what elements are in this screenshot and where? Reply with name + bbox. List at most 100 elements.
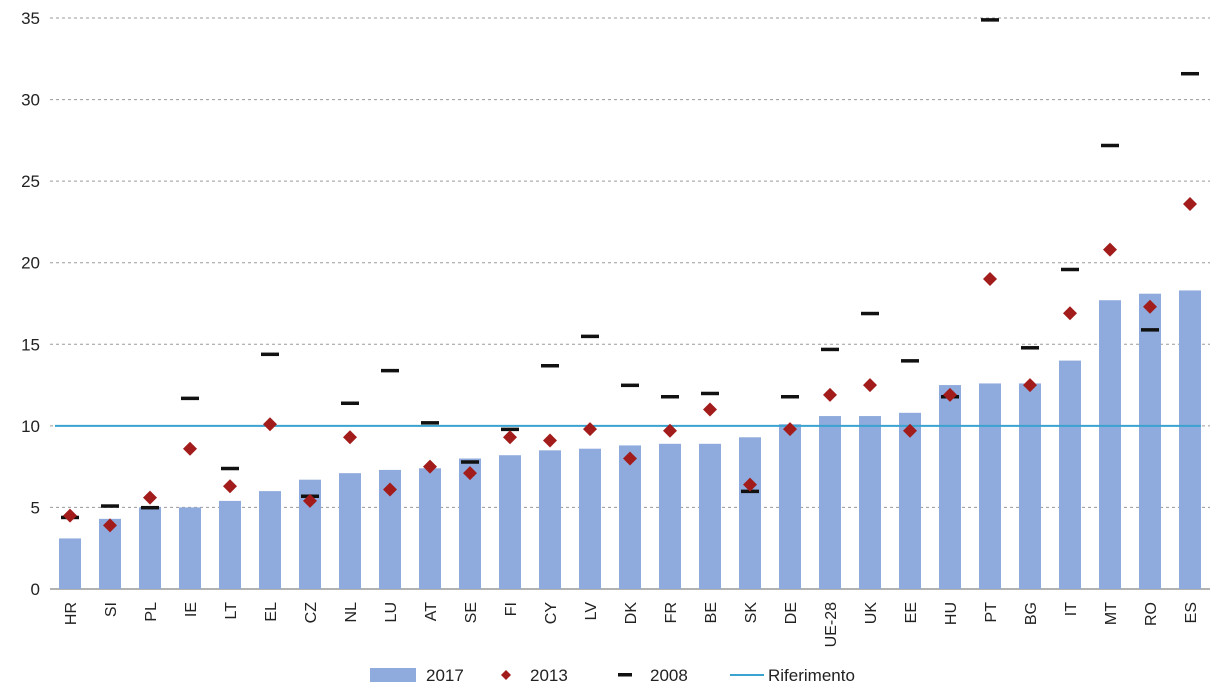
y-tick-label: 30 bbox=[21, 91, 40, 110]
marker-2008-LU bbox=[381, 368, 399, 373]
x-tick-label: HU bbox=[943, 602, 960, 625]
bar-AT bbox=[419, 468, 441, 589]
x-tick-label: BE bbox=[703, 602, 720, 623]
marker-2008-FI bbox=[501, 427, 519, 432]
bar-UE-28 bbox=[819, 416, 841, 589]
bar-IT bbox=[1059, 360, 1081, 589]
bar-PT bbox=[979, 383, 1001, 589]
bar-HU bbox=[939, 385, 961, 589]
marker-2013-BE bbox=[703, 402, 717, 417]
y-tick-label: 15 bbox=[21, 335, 40, 354]
x-tick-label: EE bbox=[903, 602, 920, 623]
x-tick-label: LU bbox=[383, 602, 400, 622]
marker-2008-NL bbox=[341, 401, 359, 406]
y-tick-label: 5 bbox=[31, 498, 40, 517]
marker-2013-IT bbox=[1063, 306, 1077, 321]
marker-2013-HU bbox=[943, 387, 957, 402]
bars-2017 bbox=[59, 290, 1201, 589]
marker-2008-AT bbox=[421, 421, 439, 425]
bar-LT bbox=[219, 500, 241, 589]
x-tick-label: PL bbox=[143, 602, 160, 622]
x-tick-label: EL bbox=[263, 602, 280, 622]
bar-DE bbox=[779, 424, 801, 589]
x-tick-label: ES bbox=[1183, 602, 1200, 623]
marker-2008-PT bbox=[981, 18, 999, 22]
x-tick-label: SI bbox=[103, 602, 120, 617]
marker-2008-SE bbox=[461, 460, 479, 464]
x-tick-label: NL bbox=[343, 602, 360, 623]
bar-SK bbox=[739, 437, 761, 589]
x-tick-label: FR bbox=[663, 602, 680, 623]
bar-DK bbox=[619, 445, 641, 589]
markers-2013 bbox=[63, 196, 1197, 533]
bar-SE bbox=[459, 458, 481, 589]
x-tick-label: LT bbox=[223, 602, 240, 620]
marker-2008-SI bbox=[101, 504, 119, 508]
marker-2008-FR bbox=[661, 394, 679, 399]
bar-LU bbox=[379, 469, 401, 589]
x-tick-label: IT bbox=[1063, 602, 1080, 616]
legend-label-2017: 2017 bbox=[426, 666, 464, 685]
bar-FI bbox=[499, 455, 521, 589]
marker-2013-CY bbox=[543, 433, 557, 448]
bar-CY bbox=[539, 450, 561, 589]
bar-ES bbox=[1179, 290, 1201, 589]
bar-MT bbox=[1099, 300, 1121, 589]
x-tick-label: HR bbox=[63, 602, 80, 625]
legend: 2017 2013 2008 Riferimento bbox=[370, 666, 855, 685]
marker-2013-LV bbox=[583, 422, 597, 437]
x-tick-label: FI bbox=[503, 602, 520, 616]
legend-label-2013: 2013 bbox=[530, 666, 568, 685]
x-tick-label: IE bbox=[183, 602, 200, 617]
x-tick-label: CY bbox=[543, 602, 560, 625]
marker-2008-UK bbox=[861, 311, 879, 316]
marker-2008-EL bbox=[261, 352, 279, 357]
marker-2013-AT bbox=[423, 459, 437, 474]
marker-2013-UE-28 bbox=[823, 387, 837, 402]
marker-2008-RO bbox=[1141, 328, 1159, 332]
marker-2008-LV bbox=[581, 334, 599, 339]
marker-2008-LT bbox=[221, 466, 239, 471]
marker-2013-UK bbox=[863, 378, 877, 393]
marker-2013-CZ bbox=[303, 493, 317, 508]
marker-2013-BG bbox=[1023, 378, 1037, 393]
marker-2008-IE bbox=[181, 396, 199, 401]
x-tick-label: DE bbox=[783, 602, 800, 624]
marker-2013-NL bbox=[343, 430, 357, 445]
bar-CZ bbox=[299, 479, 321, 589]
marker-2008-CY bbox=[541, 363, 559, 368]
legend-label-riferimento: Riferimento bbox=[768, 666, 855, 685]
x-tick-label: SE bbox=[463, 602, 480, 623]
marker-2013-DE bbox=[783, 422, 797, 437]
marker-2008-IT bbox=[1061, 267, 1079, 272]
marker-2013-FR bbox=[663, 423, 677, 438]
marker-2013-LT bbox=[223, 479, 237, 494]
bar-BE bbox=[699, 443, 721, 589]
marker-2013-ES bbox=[1183, 196, 1197, 211]
marker-2008-MT bbox=[1101, 143, 1119, 148]
bar-SI bbox=[99, 518, 121, 589]
legend-label-2008: 2008 bbox=[650, 666, 688, 685]
x-tick-label: CZ bbox=[303, 602, 320, 624]
legend-swatch-2008 bbox=[618, 673, 632, 677]
marker-2008-PL bbox=[141, 505, 159, 510]
marker-2008-BG bbox=[1021, 346, 1039, 350]
legend-swatch-2017 bbox=[370, 668, 416, 682]
y-tick-label: 10 bbox=[21, 417, 40, 436]
x-tick-label: DK bbox=[623, 602, 640, 625]
x-tick-label: LV bbox=[583, 602, 600, 621]
marker-2013-FI bbox=[503, 430, 517, 445]
legend-swatch-2013 bbox=[501, 670, 511, 680]
x-tick-label: AT bbox=[423, 602, 440, 621]
marker-2013-MT bbox=[1103, 242, 1117, 257]
marker-2013-SK bbox=[743, 477, 757, 492]
marker-2008-EE bbox=[901, 359, 919, 363]
x-tick-label: MT bbox=[1103, 602, 1120, 625]
marker-2013-HR bbox=[63, 508, 77, 523]
bar-FR bbox=[659, 443, 681, 589]
marker-2013-RO bbox=[1143, 299, 1157, 314]
marker-2013-PT bbox=[983, 272, 997, 287]
bar-UK bbox=[859, 416, 881, 589]
marker-2008-DE bbox=[781, 394, 799, 399]
